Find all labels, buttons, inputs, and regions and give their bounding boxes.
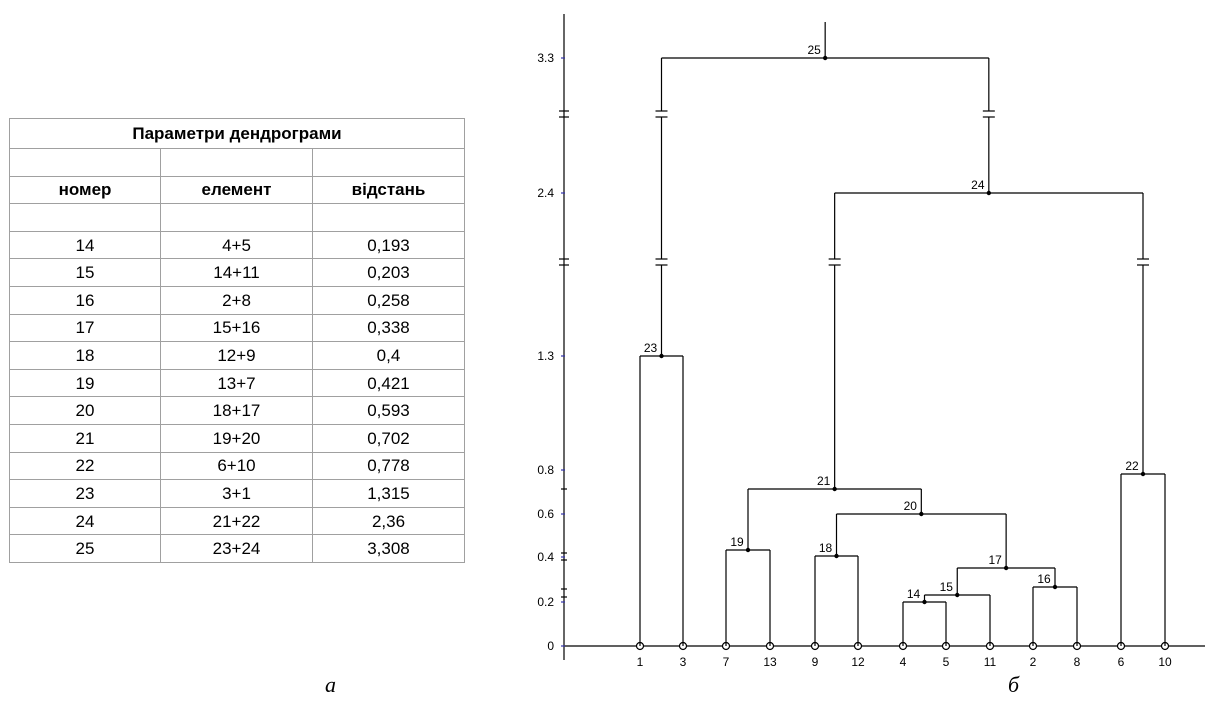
caption-a: а [325, 672, 336, 697]
cell-distance: 0,702 [312, 423, 465, 453]
merge-node-label: 20 [904, 499, 918, 513]
leaf-label: 6 [1118, 655, 1125, 669]
table-row: 23 3+1 1,315 [9, 479, 465, 508]
cell-element: 2+8 [160, 285, 313, 315]
branch-break-gap [655, 259, 668, 265]
cell-number: 22 [9, 451, 161, 481]
table-row: 24 21+22 2,36 [9, 506, 465, 536]
cell-distance: 2,36 [312, 506, 465, 536]
cell-distance: 1,315 [312, 479, 465, 508]
cell-element: 23+24 [160, 534, 313, 563]
cell-number: 23 [9, 479, 161, 508]
merge-node-label: 24 [971, 178, 985, 192]
axis-tick-label: 0.8 [537, 463, 554, 477]
leaf-label: 10 [1158, 655, 1172, 669]
cell-number: 25 [9, 534, 161, 563]
table-row: 14 4+5 0,193 [9, 230, 465, 260]
cell-distance: 0,203 [312, 258, 465, 287]
leaf-label: 11 [984, 655, 997, 669]
cell-number: 20 [9, 396, 161, 425]
leaf-label: 4 [900, 655, 907, 669]
leaf-label: 2 [1030, 655, 1037, 669]
table-row: 21 19+20 0,702 [9, 423, 465, 453]
cell-distance: 3,308 [312, 534, 465, 563]
cell-number: 24 [9, 506, 161, 536]
axis-tick-label: 0.6 [537, 507, 554, 521]
axis-tick-label: 3.3 [537, 51, 554, 65]
branch-break-gap [1137, 259, 1149, 265]
cell-element: 19+20 [160, 423, 313, 453]
axis-tick-label: 2.4 [537, 186, 554, 200]
leaf-label: 1 [637, 655, 644, 669]
cell-distance: 0,258 [312, 285, 465, 315]
leaf-label: 8 [1074, 655, 1081, 669]
leaf-label: 9 [812, 655, 819, 669]
leaf-label: 3 [680, 655, 687, 669]
leaf-label: 13 [763, 655, 777, 669]
merge-node-label: 14 [907, 587, 921, 601]
leaf-label: 12 [851, 655, 865, 669]
table-title: Параметри дендрограми [9, 118, 465, 149]
merge-node-label: 25 [807, 43, 821, 57]
cell-distance: 0,193 [312, 230, 465, 260]
cell-number: 21 [9, 423, 161, 453]
table-row: 22 6+10 0,778 [9, 451, 465, 481]
cell-element: 18+17 [160, 396, 313, 425]
merge-node-label: 15 [940, 580, 954, 594]
cell-element: 21+22 [160, 506, 313, 536]
cell-distance: 0,778 [312, 451, 465, 481]
cell-element: 6+10 [160, 451, 313, 481]
cell-element: 4+5 [160, 230, 313, 260]
table-row: 18 12+9 0,4 [9, 341, 465, 370]
axis-tick-label: 0.2 [537, 595, 554, 609]
branch-break-gap [828, 259, 841, 265]
table-row: 16 2+8 0,258 [9, 285, 465, 315]
merge-node-label: 17 [988, 553, 1002, 567]
merge-node-label: 19 [730, 535, 744, 549]
cell-element: 12+9 [160, 341, 313, 370]
leaf-label: 5 [943, 655, 950, 669]
table-row: 15 14+11 0,203 [9, 258, 465, 287]
cell-number: 15 [9, 258, 161, 287]
cell-number: 17 [9, 313, 161, 343]
column-header-element: елемент [160, 175, 313, 205]
branch-break-gap [982, 111, 995, 117]
merge-node-label: 21 [817, 474, 831, 488]
table-blank-cell [9, 148, 161, 177]
leaf-label: 7 [723, 655, 730, 669]
axis-tick-label: 1.3 [537, 349, 554, 363]
cell-element: 13+7 [160, 368, 313, 398]
branch-break-gap [655, 111, 668, 117]
merge-node-label: 23 [644, 341, 658, 355]
merge-node-label: 16 [1037, 572, 1051, 586]
column-header-number: номер [9, 175, 161, 205]
cell-distance: 0,338 [312, 313, 465, 343]
axis-tick-label: 0 [547, 639, 554, 653]
merge-node-label: 18 [819, 541, 833, 555]
merge-node-label: 22 [1125, 459, 1139, 473]
cell-element: 3+1 [160, 479, 313, 508]
table-row: 25 23+24 3,308 [9, 534, 465, 563]
caption-b: б [1008, 672, 1020, 697]
column-header-distance: відстань [312, 175, 465, 205]
table-row: 17 15+16 0,338 [9, 313, 465, 343]
cell-number: 18 [9, 341, 161, 370]
axis-tick-label: 0.4 [537, 550, 554, 564]
dendrogram-parameters-table: Параметри дендрограми номер елемент відс… [9, 118, 465, 563]
